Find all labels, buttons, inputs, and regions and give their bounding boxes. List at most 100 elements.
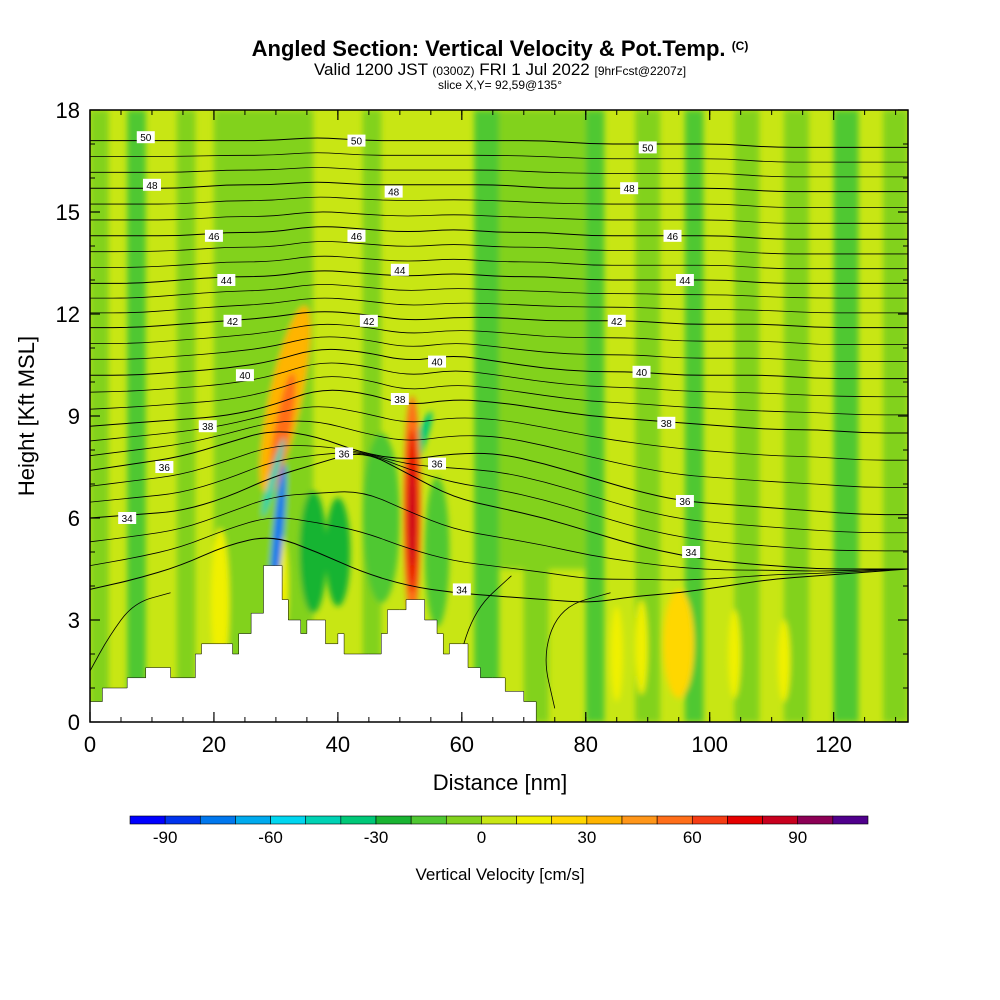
contour-label-bg xyxy=(384,185,403,198)
field-band xyxy=(734,110,760,722)
slice-info: slice X,Y= 92,59@135° xyxy=(437,78,563,92)
valid-prefix: Valid 1200 JST xyxy=(313,60,428,79)
theta-contour-line xyxy=(90,336,908,362)
contour-label: 42 xyxy=(363,317,375,328)
contour-label: 40 xyxy=(239,371,251,382)
contour-label-bg xyxy=(638,141,657,154)
theta-contour-line xyxy=(90,453,908,570)
theta-contour-line xyxy=(90,445,908,534)
theta-contour-line xyxy=(545,592,611,709)
field-band xyxy=(474,110,499,722)
updraft-cell xyxy=(635,599,648,695)
theta-contour-line xyxy=(90,517,908,581)
x-tick-label: 60 xyxy=(450,732,474,757)
theta-contour-line xyxy=(90,537,908,603)
updraft-cell xyxy=(610,606,623,702)
contour-label-bg xyxy=(235,369,254,382)
y-tick-label: 15 xyxy=(56,200,80,225)
theta-contour-line xyxy=(90,167,908,178)
contour-label-bg xyxy=(390,263,409,276)
x-axis-label: Distance [nm] xyxy=(433,770,568,795)
y-tick-label: 18 xyxy=(56,98,80,123)
contour-label: 48 xyxy=(146,181,158,192)
contour-label: 44 xyxy=(394,266,406,277)
velocity-field xyxy=(90,110,908,722)
updraft-cell xyxy=(663,589,695,699)
updraft-cell xyxy=(728,609,741,699)
contour-label: 44 xyxy=(221,276,233,287)
updraft-cell xyxy=(777,620,791,702)
contour-label-bg xyxy=(347,134,366,147)
theta-contour-line xyxy=(90,420,908,488)
contour-label: 46 xyxy=(667,232,679,243)
downdraft-core xyxy=(299,490,327,614)
contour-label-bg xyxy=(657,416,676,429)
theta-contour-line xyxy=(90,284,908,299)
contour-label: 36 xyxy=(431,460,443,471)
y-tick-label: 6 xyxy=(68,506,80,531)
contour-label-bg xyxy=(198,420,217,433)
theta-contour-line xyxy=(90,348,908,380)
theta-contour-line xyxy=(90,491,908,572)
downdraft-core xyxy=(325,497,351,607)
contour-label-bg xyxy=(452,583,471,596)
contour-label: 48 xyxy=(388,188,400,199)
contour-label: 36 xyxy=(339,449,351,460)
x-tick-label: 0 xyxy=(84,732,96,757)
contour-label-bg xyxy=(223,314,242,327)
contour-label: 46 xyxy=(351,232,363,243)
contour-label-bg xyxy=(663,229,682,242)
theta-contour-line xyxy=(90,270,908,284)
field-band xyxy=(176,110,196,722)
contour-label-bg xyxy=(390,393,409,405)
field-band xyxy=(784,110,809,722)
theta-contour-line xyxy=(90,452,908,552)
contour-label-bg xyxy=(155,461,174,473)
contour-label-bg xyxy=(359,314,378,327)
chart-subtitle: Valid 1200 JST (0300Z) FRI 1 Jul 2022 [9… xyxy=(0,60,1000,80)
y-tick-label: 9 xyxy=(68,404,80,429)
field-band xyxy=(362,110,382,722)
y-tick-label: 0 xyxy=(68,710,80,735)
updraft-cell xyxy=(210,528,230,678)
contour-label: 36 xyxy=(679,497,691,508)
contour-label: 46 xyxy=(208,232,220,243)
contour-label-bg xyxy=(632,365,651,378)
contour-label-bg xyxy=(682,546,701,558)
x-tick-label: 80 xyxy=(574,732,598,757)
theta-contour-line xyxy=(90,389,908,434)
updraft-core xyxy=(409,470,416,566)
title-text: Angled Section: Vertical Velocity & Pot.… xyxy=(251,36,726,61)
contour-label-bg xyxy=(217,274,236,286)
theta-contour-line xyxy=(90,137,908,148)
x-tick-label: 40 xyxy=(326,732,350,757)
contour-label-bg xyxy=(428,457,447,470)
theta-contour-line xyxy=(90,181,908,193)
theta-contour-line xyxy=(90,376,908,416)
contour-label: 38 xyxy=(661,419,673,430)
theta-contour-line xyxy=(90,211,908,224)
contour-label: 36 xyxy=(159,463,171,474)
contour-label: 42 xyxy=(611,317,623,328)
y-tick-label: 3 xyxy=(68,608,80,633)
theta-contour-line xyxy=(90,241,908,255)
contour-label-bg xyxy=(428,355,447,368)
contour-label: 34 xyxy=(456,585,468,596)
theta-contour-line xyxy=(90,152,908,163)
theta-contour-line xyxy=(90,592,171,672)
theta-contour-line xyxy=(90,431,908,516)
theta-contour-line xyxy=(90,362,908,398)
field-band xyxy=(833,110,859,722)
contour-label-bg xyxy=(675,274,694,286)
contour-label-bg xyxy=(335,447,354,460)
contour-label-bg xyxy=(118,512,137,524)
contour-label: 34 xyxy=(122,514,134,525)
chart-title: Angled Section: Vertical Velocity & Pot.… xyxy=(0,36,1000,62)
contour-label: 40 xyxy=(431,358,443,369)
contour-label: 38 xyxy=(202,422,214,433)
field-band xyxy=(127,110,146,722)
contour-label: 50 xyxy=(351,137,363,148)
theta-contour-line xyxy=(90,226,908,240)
theta-contour-line xyxy=(90,311,908,329)
theta-contours xyxy=(90,137,908,709)
